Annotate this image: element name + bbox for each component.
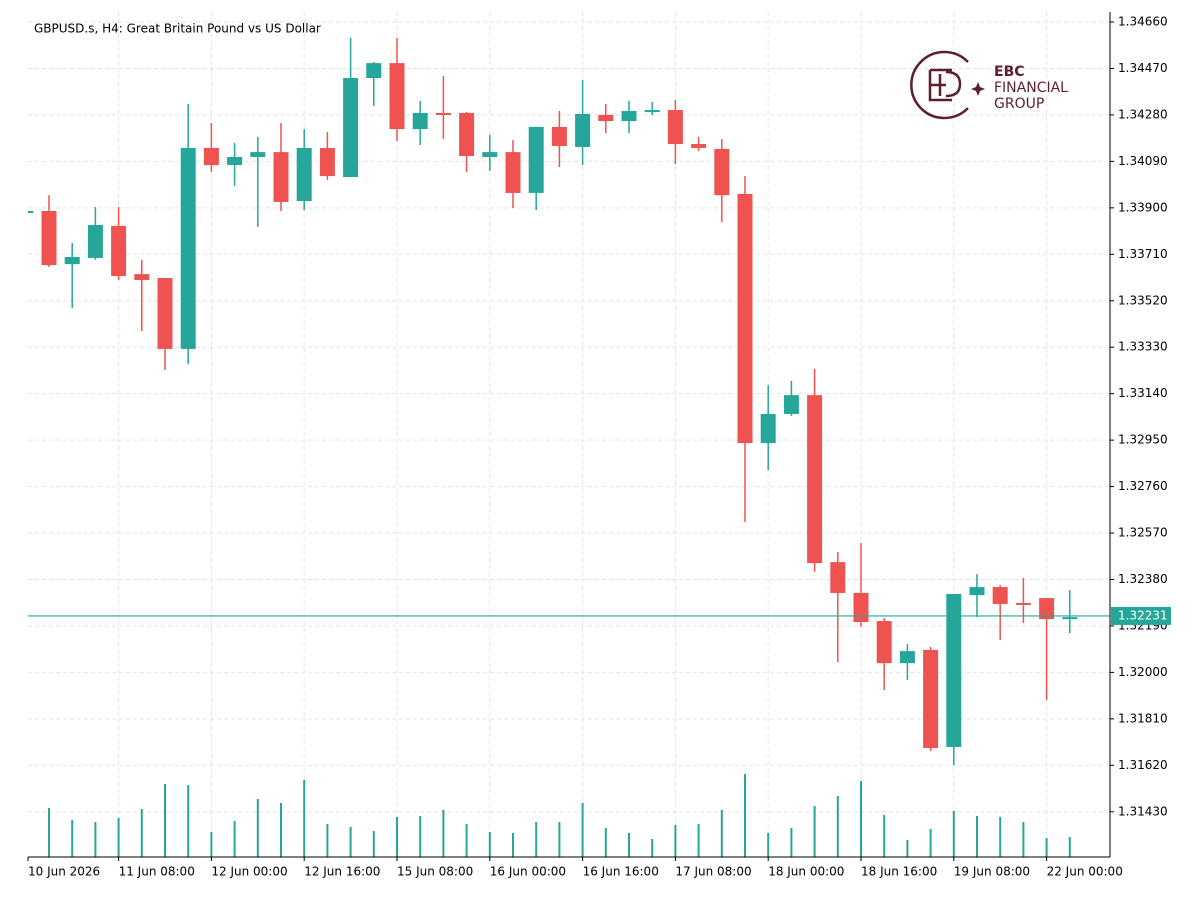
- y-tick-label: 1.31620: [1118, 758, 1168, 772]
- candle-body: [87, 224, 103, 258]
- x-tick-label: 11 Jun 08:00: [119, 865, 195, 879]
- logo-emblem: [928, 68, 962, 102]
- candle-body: [783, 395, 799, 414]
- x-tick-label: 16 Jun 16:00: [583, 865, 659, 879]
- candle-body: [876, 621, 892, 664]
- y-tick-label: 1.32380: [1118, 572, 1168, 586]
- logo-ring: [910, 50, 969, 120]
- candle-body: [899, 651, 915, 664]
- x-tick-label: 10 Jun 2026: [28, 865, 100, 879]
- x-tick-label: 12 Jun 00:00: [211, 865, 287, 879]
- last-price-box: [1111, 606, 1171, 625]
- candle-body: [946, 593, 962, 747]
- candle-body: [250, 152, 266, 157]
- axis-layer: 1.34660 1.34470 1.34280 1.34090 1.33900 1.337…: [27, 12, 1168, 879]
- candle-body: [598, 114, 614, 122]
- y-tick-label: 1.32760: [1118, 479, 1168, 493]
- candle-body: [111, 225, 127, 277]
- y-tick-label: 1.34660: [1118, 15, 1168, 29]
- candle-body: [180, 147, 196, 349]
- candle-body: [459, 112, 475, 157]
- candle-body: [992, 587, 1008, 604]
- candle-body: [366, 63, 382, 79]
- candle-body: [227, 156, 243, 166]
- y-tick-label: 1.31430: [1118, 804, 1168, 818]
- y-tick-label: 1.33710: [1118, 247, 1168, 261]
- candle-body: [1015, 602, 1031, 605]
- y-tick-label: 1.33330: [1118, 340, 1168, 354]
- volume-layer: [48, 774, 1071, 857]
- logo: EBC FINANCIAL GROUP: [910, 50, 1068, 120]
- candle-body: [41, 211, 57, 266]
- candle-body: [389, 63, 405, 130]
- candle-body: [64, 256, 80, 265]
- candle-body: [203, 147, 219, 166]
- candle-body: [1062, 617, 1078, 620]
- candle-body: [296, 147, 312, 202]
- candle-body: [157, 278, 173, 349]
- logo-text: EBC: [994, 64, 1025, 80]
- candle-body: [644, 110, 660, 113]
- y-tick-label: 1.32000: [1118, 665, 1168, 679]
- candle-body: [528, 126, 544, 193]
- candle-body: [691, 144, 707, 148]
- x-tick-label: 22 Jun 00:00: [1047, 865, 1123, 879]
- candle-body: [1039, 598, 1055, 620]
- logo-text: FINANCIAL: [994, 80, 1068, 96]
- candle-body: [737, 193, 753, 444]
- candle-body: [551, 126, 567, 146]
- x-tick-label: 18 Jun 16:00: [861, 865, 937, 879]
- y-tick-label: 1.33520: [1118, 293, 1168, 307]
- candle-body: [343, 78, 359, 178]
- candle-layer: [28, 37, 1110, 766]
- logo-star: [971, 82, 985, 96]
- y-tick-label: 1.32950: [1118, 433, 1168, 447]
- candle-body: [667, 110, 683, 145]
- last-price-label: 1.32231: [1118, 608, 1168, 622]
- x-tick-label: 18 Jun 00:00: [768, 865, 844, 879]
- candle-body: [760, 413, 776, 444]
- candle-body: [621, 111, 637, 122]
- y-tick-label: 1.33140: [1118, 386, 1168, 400]
- y-tick-label: 1.33900: [1118, 200, 1168, 214]
- candle-body: [830, 562, 846, 593]
- candle-body: [853, 592, 869, 623]
- candle-body: [807, 395, 823, 564]
- x-tick-label: 12 Jun 16:00: [304, 865, 380, 879]
- y-tick-label: 1.34280: [1118, 107, 1168, 121]
- candle-body: [435, 112, 451, 115]
- candle-body: [319, 147, 335, 177]
- y-tick-label: 1.31810: [1118, 711, 1168, 725]
- x-tick-label: 19 Jun 08:00: [954, 865, 1030, 879]
- candle-body: [134, 274, 150, 280]
- chart-title: GBPUSD.s, H4: Great Britain Pound vs US …: [34, 22, 321, 36]
- x-tick-label: 17 Jun 08:00: [675, 865, 751, 879]
- x-tick-label: 16 Jun 00:00: [490, 865, 566, 879]
- x-tick-label: 15 Jun 08:00: [397, 865, 473, 879]
- candle-body: [923, 649, 939, 748]
- y-tick-label: 1.34090: [1118, 154, 1168, 168]
- logo-text: GROUP: [994, 96, 1044, 112]
- y-tick-label: 1.32570: [1118, 526, 1168, 540]
- y-tick-label: 1.34470: [1118, 61, 1168, 75]
- candle-body: [28, 211, 34, 214]
- candle-body: [575, 113, 591, 147]
- candle-body: [412, 112, 428, 130]
- candle-body: [969, 587, 985, 596]
- candle-body: [273, 152, 289, 202]
- candle-body: [505, 152, 521, 193]
- candle-body: [714, 148, 730, 196]
- candle-body: [482, 152, 498, 157]
